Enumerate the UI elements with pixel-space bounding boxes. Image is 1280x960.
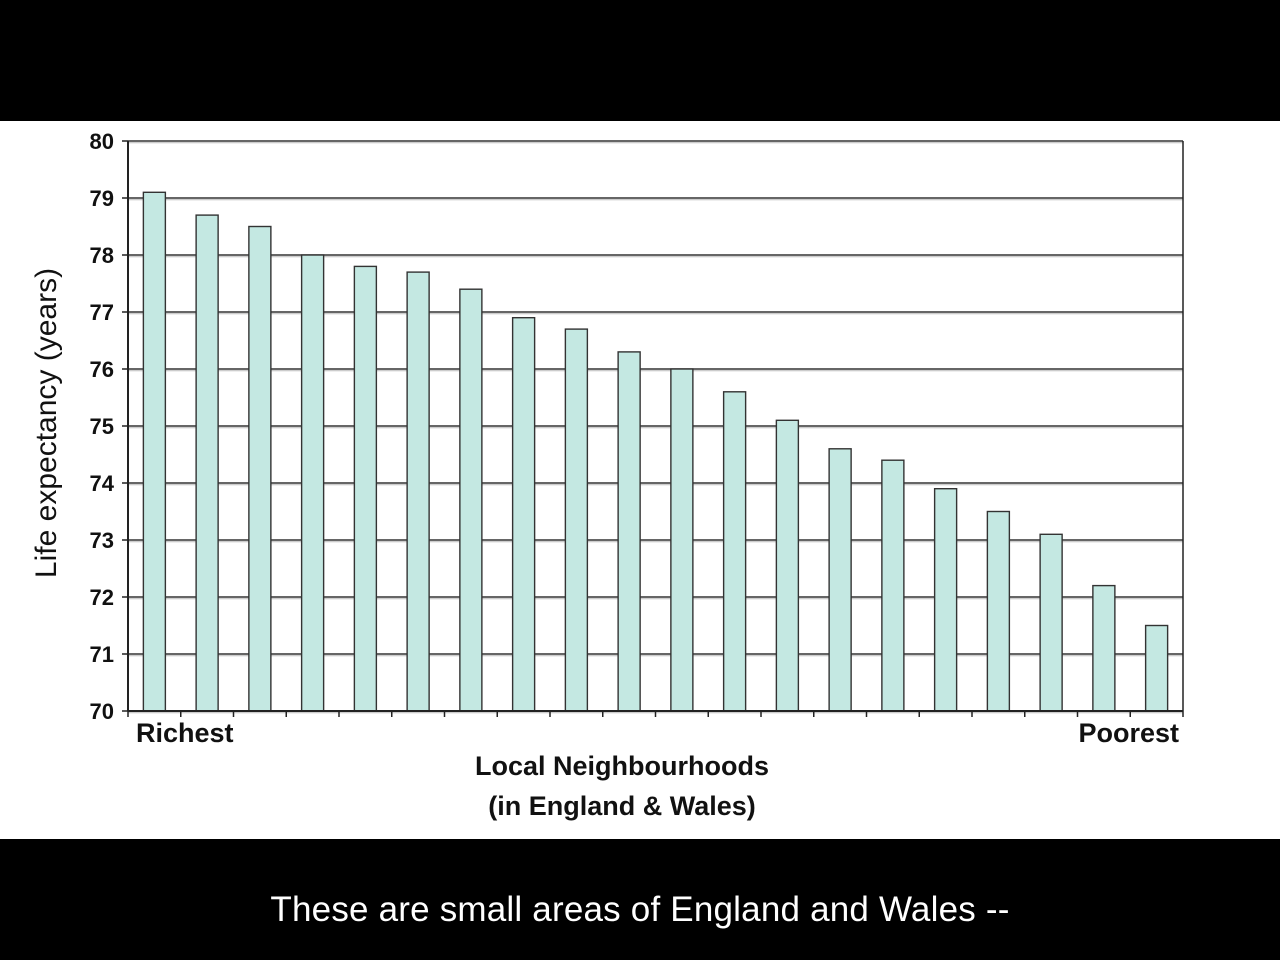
x-label-richest: Richest xyxy=(136,718,234,748)
bar xyxy=(564,328,589,712)
x-axis-title-line2: (in England & Wales) xyxy=(488,791,756,821)
subtitle-caption: These are small areas of England and Wal… xyxy=(270,890,1010,929)
bar xyxy=(195,214,219,712)
x-axis-title-line1: Local Neighbourhoods xyxy=(475,751,769,781)
slide: 70 71 72 73 74 75 76 77 78 79 80 Life expectancy (… xyxy=(0,121,1280,839)
bars xyxy=(142,191,1169,712)
bar xyxy=(670,368,694,712)
axes xyxy=(122,140,1184,717)
y-tick-labels: 70 71 72 73 74 75 76 77 78 79 80 xyxy=(90,129,115,724)
bar xyxy=(775,419,800,712)
bar xyxy=(722,391,747,712)
bar xyxy=(459,288,483,712)
y-tick-label: 73 xyxy=(90,528,114,553)
y-tick-label: 76 xyxy=(90,357,114,382)
bar xyxy=(933,488,958,712)
bar xyxy=(1144,624,1169,712)
y-tick-label: 72 xyxy=(90,585,114,610)
bar xyxy=(142,191,167,712)
bar xyxy=(353,265,378,712)
bar xyxy=(1092,584,1116,712)
y-tick-label: 80 xyxy=(90,129,114,154)
gridlines xyxy=(128,140,1183,714)
bar xyxy=(828,448,852,712)
chart: 70 71 72 73 74 75 76 77 78 79 80 Life expectancy (… xyxy=(30,129,1184,821)
bar xyxy=(617,351,641,712)
bar xyxy=(300,254,325,712)
y-tick-label: 71 xyxy=(90,642,114,667)
bar xyxy=(248,225,272,712)
y-tick-label: 77 xyxy=(90,300,114,325)
y-tick-label: 78 xyxy=(90,243,114,268)
bar xyxy=(881,459,905,712)
y-tick-label: 75 xyxy=(90,414,114,439)
bar xyxy=(1039,533,1063,712)
y-axis-title: Life expectancy (years) xyxy=(30,268,63,578)
bar xyxy=(406,271,430,712)
bar xyxy=(511,316,536,712)
x-label-poorest: Poorest xyxy=(1078,718,1179,748)
y-tick-label: 74 xyxy=(90,471,115,496)
y-tick-label: 79 xyxy=(90,186,114,211)
y-tick-label: 70 xyxy=(90,699,114,724)
bar xyxy=(986,510,1011,712)
